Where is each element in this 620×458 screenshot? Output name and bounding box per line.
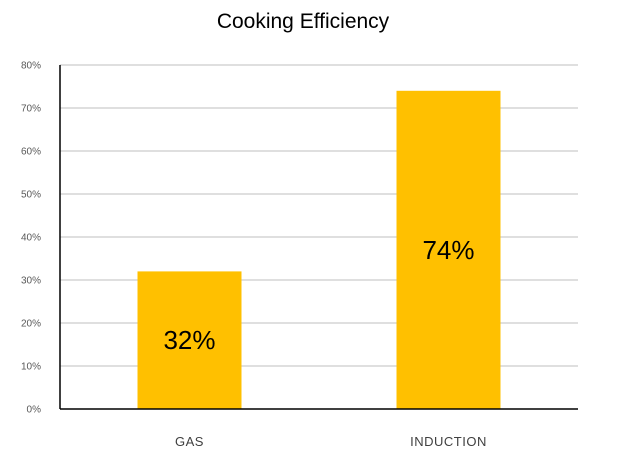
y-tick-label: 40% [21,233,41,244]
y-tick-label: 60% [21,147,41,158]
y-tick-label: 50% [21,190,41,201]
y-tick-label: 80% [21,61,41,72]
y-tick-label: 70% [21,104,41,115]
x-tick-label: INDUCTION [410,434,487,449]
x-tick-label: GAS [175,434,204,449]
y-tick-label: 10% [21,362,41,373]
data-label: 32% [163,325,215,355]
bar [396,90,501,410]
bar [137,271,242,409]
y-tick-label: 0% [27,405,42,416]
chart-title: Cooking Efficiency [216,10,390,33]
y-tick-label: 30% [21,276,41,287]
y-tick-label: 20% [21,319,41,330]
data-label: 74% [422,235,474,265]
